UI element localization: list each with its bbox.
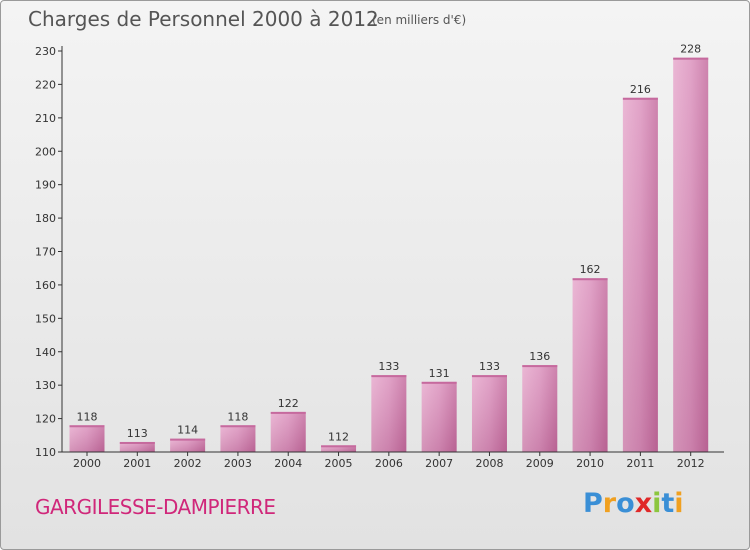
bar-top-edge bbox=[421, 381, 457, 384]
x-tick-label: 2009 bbox=[526, 457, 554, 470]
bar-value-label: 118 bbox=[227, 410, 248, 423]
bar-value-label: 133 bbox=[479, 360, 500, 373]
bar-top-edge bbox=[471, 375, 507, 378]
bar-value-label: 216 bbox=[630, 83, 651, 96]
bar-value-label: 131 bbox=[429, 367, 450, 380]
bar-value-label: 114 bbox=[177, 424, 198, 437]
x-tick-label: 2006 bbox=[375, 457, 403, 470]
y-tick-label: 210 bbox=[35, 112, 56, 125]
logo-letter: x bbox=[634, 488, 653, 519]
bar-top-edge bbox=[522, 365, 558, 368]
bar-top-edge bbox=[69, 425, 105, 428]
bar-top-edge bbox=[170, 438, 206, 441]
y-tick-label: 160 bbox=[35, 279, 56, 292]
bar-shade bbox=[572, 278, 608, 452]
proxiti-logo: Proxiti bbox=[583, 488, 684, 519]
bar-value-label: 118 bbox=[77, 410, 98, 423]
bar-top-edge bbox=[371, 375, 407, 378]
bar-value-label: 113 bbox=[127, 427, 148, 440]
bar-shade bbox=[421, 381, 457, 452]
logo-letter: t bbox=[661, 488, 675, 519]
bar-top-edge bbox=[673, 57, 709, 60]
y-tick-label: 110 bbox=[35, 446, 56, 459]
chart-title: Charges de Personnel 2000 à 2012 bbox=[28, 7, 379, 31]
bar-top-edge bbox=[321, 445, 357, 448]
bar-value-label: 133 bbox=[378, 360, 399, 373]
bar-shade bbox=[622, 97, 658, 453]
y-tick-label: 130 bbox=[35, 379, 56, 392]
bar-value-label: 122 bbox=[278, 397, 299, 410]
x-tick-label: 2007 bbox=[425, 457, 453, 470]
y-tick-label: 140 bbox=[35, 346, 56, 359]
x-tick-label: 2010 bbox=[576, 457, 604, 470]
bar-shade bbox=[522, 365, 558, 452]
bar-shade bbox=[119, 441, 155, 452]
x-tick-label: 2000 bbox=[73, 457, 101, 470]
bar-top-edge bbox=[119, 441, 155, 444]
bar-shade bbox=[220, 425, 256, 452]
bar-value-label: 162 bbox=[580, 263, 601, 276]
y-tick-label: 150 bbox=[35, 312, 56, 325]
y-tick-label: 220 bbox=[35, 78, 56, 91]
x-tick-label: 2004 bbox=[274, 457, 302, 470]
x-tick-label: 2008 bbox=[475, 457, 503, 470]
chart-unit: (en milliers d'€) bbox=[372, 13, 467, 27]
bar-shade bbox=[321, 445, 357, 452]
bar-shade bbox=[673, 57, 709, 452]
bar-value-label: 136 bbox=[529, 350, 550, 363]
logo-letter: i bbox=[652, 488, 662, 519]
bar-top-edge bbox=[220, 425, 256, 428]
bar-shade bbox=[270, 411, 306, 452]
bar-top-edge bbox=[270, 411, 306, 414]
logo-letter: o bbox=[616, 488, 635, 519]
y-tick-label: 180 bbox=[35, 212, 56, 225]
bar-value-label: 112 bbox=[328, 430, 349, 443]
y-tick-label: 170 bbox=[35, 246, 56, 259]
bar-shade bbox=[471, 375, 507, 452]
bar-value-label: 228 bbox=[680, 43, 701, 56]
y-tick-label: 200 bbox=[35, 145, 56, 158]
logo-letter: i bbox=[674, 488, 684, 519]
y-tick-label: 120 bbox=[35, 413, 56, 426]
bar-shade bbox=[170, 438, 206, 452]
bar-shade bbox=[371, 375, 407, 452]
y-tick-label: 230 bbox=[35, 45, 56, 58]
x-tick-label: 2002 bbox=[174, 457, 202, 470]
bar-shade bbox=[69, 425, 105, 452]
x-tick-label: 2011 bbox=[626, 457, 654, 470]
bar-top-edge bbox=[572, 278, 608, 281]
x-tick-label: 2005 bbox=[325, 457, 353, 470]
logo-letter: r bbox=[602, 488, 617, 519]
x-tick-label: 2001 bbox=[123, 457, 151, 470]
logo-letter: P bbox=[583, 488, 603, 519]
x-tick-label: 2003 bbox=[224, 457, 252, 470]
x-tick-label: 2012 bbox=[677, 457, 705, 470]
bar-top-edge bbox=[622, 97, 658, 100]
y-tick-label: 190 bbox=[35, 179, 56, 192]
commune-name: GARGILESSE-DAMPIERRE bbox=[35, 495, 276, 519]
